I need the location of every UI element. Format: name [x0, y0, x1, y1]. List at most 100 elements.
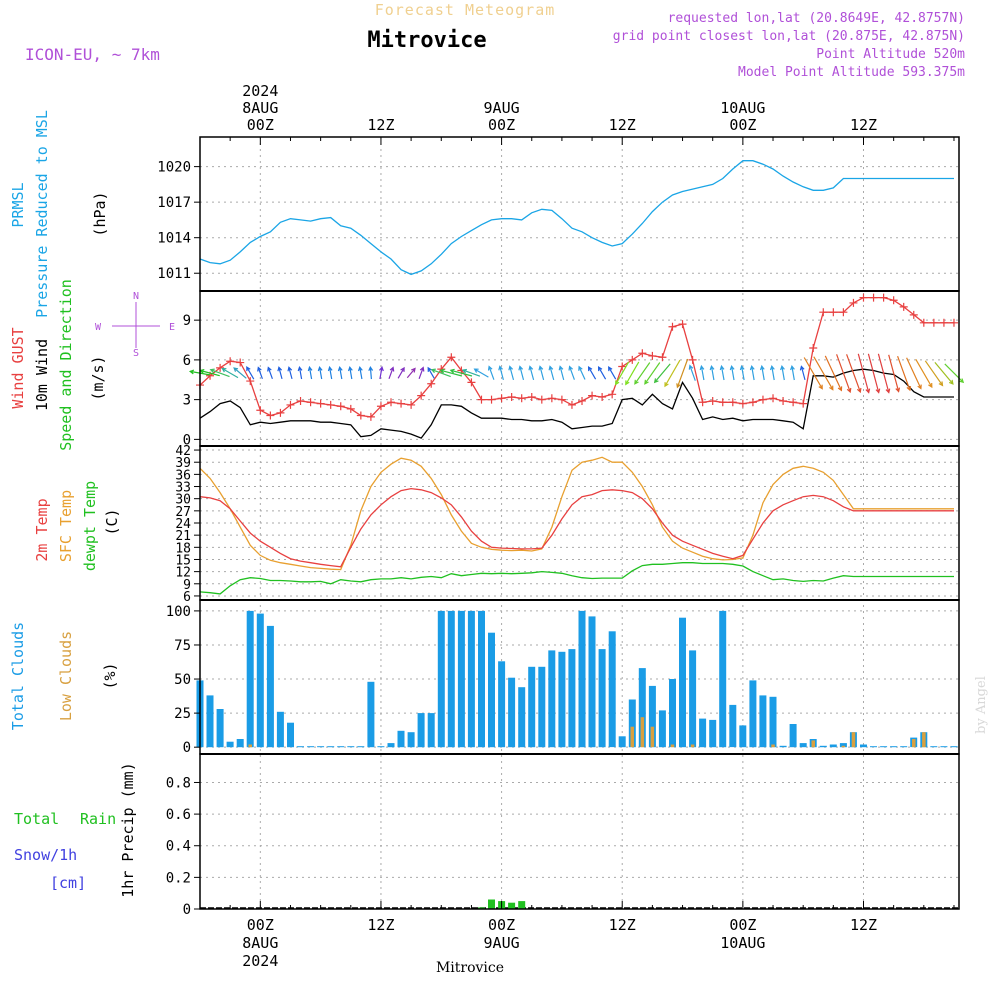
wind-arrow-30: [498, 365, 504, 381]
wind-compass: N W E S: [95, 291, 175, 359]
labels-layer: PRMSL Pressure Reduced to MSL (hPa) Wind GU…: [9, 110, 137, 898]
time-label-bottom-4-1: 10AUG: [720, 934, 765, 952]
precip-label-unit: 1hr Precip (mm): [119, 762, 137, 897]
gust-marker-40: [598, 392, 607, 401]
total-cloud-bar-44: [638, 668, 646, 748]
gust-marker-50: [698, 398, 707, 407]
gust-marker-14: [336, 402, 345, 411]
time-label-top-1-0: 12Z: [367, 116, 394, 134]
time-label-bottom-0-0: 00Z: [247, 916, 274, 934]
wind-arrow-36: [558, 365, 565, 381]
low-cloud-bar-65: [851, 732, 856, 748]
total-cloud-bar-37: [568, 649, 576, 748]
wind-arrow-44: [634, 362, 651, 385]
footer-location: Mitrovice: [436, 960, 504, 976]
total-cloud-bar-41: [608, 631, 616, 748]
gust-marker-10: [296, 396, 305, 405]
low-cloud-bar-72: [922, 732, 926, 748]
wind-label-10m: 10m Wind: [33, 339, 51, 411]
gust-marker-42: [618, 362, 627, 371]
clouds-ytick-label-1: 25: [174, 706, 191, 722]
total-cloud-bar-31: [508, 677, 516, 748]
gust-marker-74: [939, 318, 948, 327]
time-label-top-4-0: 10AUG: [720, 99, 765, 117]
clouds-ytick-label-2: 50: [174, 672, 191, 688]
total-cloud-bar-59: [789, 724, 797, 748]
wind-arrow-7: [267, 366, 273, 380]
total-cloud-bar-18: [377, 746, 385, 748]
clouds-label-low: Low Clouds: [57, 631, 75, 721]
time-label-top-3-0: 12Z: [609, 116, 636, 134]
wind-arrow-65: [846, 354, 862, 394]
gust-marker-23: [427, 379, 436, 388]
precip-label-total: Total: [14, 810, 59, 828]
temp-label-dewpt: dewpt Temp: [81, 481, 99, 571]
precip-panel-frame: [199, 753, 960, 910]
wind-arrow-60: [799, 365, 806, 381]
total-cloud-bar-42: [618, 736, 626, 748]
temp-ytick-label-2: 12: [175, 566, 191, 581]
time-label-bottom-0-2: 2024: [242, 952, 278, 970]
grid-layer: [200, 137, 959, 910]
wind-arrow-9: [287, 366, 293, 380]
wind-arrow-66: [857, 353, 871, 394]
total-cloud-bar-62: [819, 745, 827, 748]
total-cloud-bar-5: [246, 610, 254, 748]
gust-marker-7: [266, 411, 275, 420]
total-cloud-bar-11: [307, 746, 315, 748]
gust-marker-73: [929, 318, 938, 327]
pressure-ytick-label-1: 1014: [157, 231, 191, 247]
product-title: Forecast Meteogram: [375, 1, 556, 19]
gust-marker-30: [497, 394, 506, 403]
wind-arrow-67: [867, 353, 881, 394]
total-cloud-bar-17: [367, 681, 375, 748]
wind-arrow-41: [608, 366, 617, 380]
total-cloud-bar-56: [759, 695, 767, 748]
low-cloud-bar-57: [771, 744, 775, 748]
low-cloud-bar-49: [690, 744, 695, 748]
total-cloud-bar-55: [749, 680, 757, 748]
precip-label-snow: Snow/1h: [14, 846, 77, 864]
axes-layer: 10111014101710200369025507510000.20.40.6…: [157, 82, 960, 970]
wind-ytick-label-0: 0: [183, 432, 191, 448]
gust-marker-9: [286, 400, 295, 409]
total-cloud-bar-47: [669, 679, 676, 748]
total-cloud-bar-39: [588, 616, 596, 748]
dewpoint-series-line: [199, 562, 954, 595]
wind-arrow-29: [487, 365, 495, 380]
total-cloud-bar-16: [357, 746, 365, 748]
total-cloud-bar-40: [598, 649, 606, 748]
gust-marker-18: [376, 402, 385, 411]
wind-ytick-label-2: 6: [183, 353, 191, 369]
pressure-series-line: [199, 160, 954, 276]
gust-marker-64: [839, 308, 848, 317]
wind-arrow-12: [317, 365, 323, 380]
time-label-bottom-1-0: 12Z: [367, 916, 394, 934]
gust-marker-60: [799, 399, 808, 408]
temp-ytick-label-1: 9: [183, 578, 191, 593]
wind-speed-series-line: [199, 368, 954, 439]
precip-ytick-label-1: 0.2: [166, 870, 191, 886]
gust-marker-59: [789, 398, 798, 407]
gust-marker-12: [316, 399, 325, 408]
precip-label-rain: Rain: [80, 810, 116, 828]
gust-marker-61: [809, 343, 818, 352]
wind-arrow-18: [379, 365, 384, 380]
total-cloud-bar-64: [839, 743, 847, 748]
wind-arrow-54: [739, 364, 745, 381]
precip-ytick-label-2: 0.4: [166, 839, 191, 855]
gust-marker-31: [507, 392, 516, 401]
wind-arrow-28: [473, 368, 489, 378]
wind-label-speed-dir: Speed and Direction: [57, 279, 75, 451]
total-cloud-bar-50: [699, 718, 707, 748]
gust-marker-28: [477, 395, 486, 404]
wind-arrow-23: [427, 366, 435, 379]
compass-east: E: [169, 322, 175, 333]
rain-bar-4: [518, 901, 526, 909]
wind-arrow-56: [759, 364, 765, 381]
wind-arrow-13: [327, 365, 333, 380]
gust-marker-35: [547, 394, 556, 403]
gust-marker-75: [949, 318, 958, 327]
total-cloud-bar-69: [890, 746, 898, 748]
total-cloud-bar-75: [950, 746, 958, 748]
